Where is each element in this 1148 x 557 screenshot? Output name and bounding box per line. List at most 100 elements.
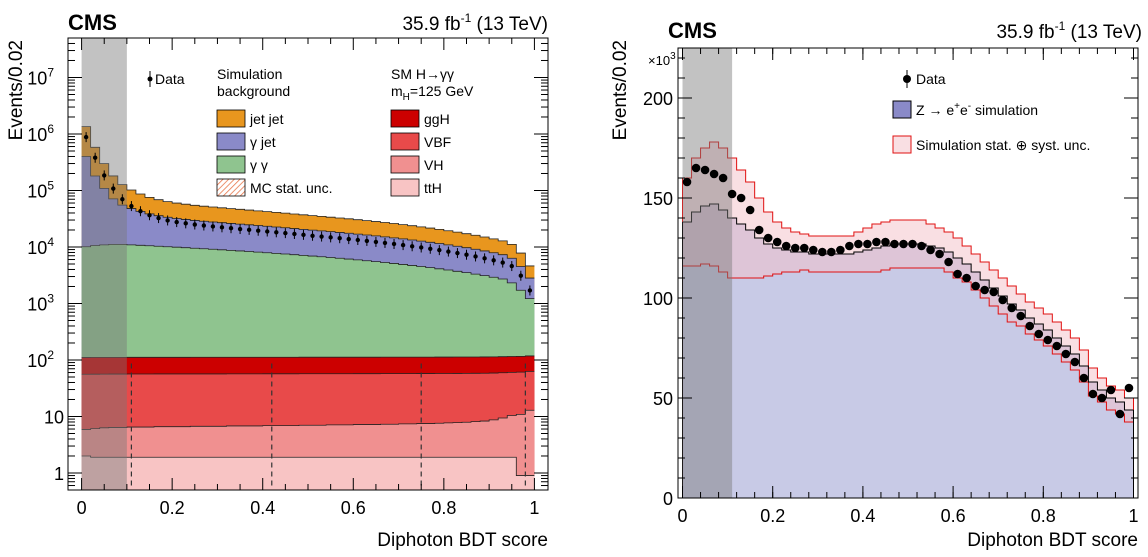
data-point (1052, 341, 1062, 351)
data-point (709, 169, 719, 179)
data-point (935, 249, 944, 259)
data-point (944, 257, 953, 267)
data-point (455, 250, 460, 256)
data-point (1007, 303, 1017, 313)
x-axis-title: Diphoton BDT score (967, 530, 1138, 551)
stack-edge-VBF (81, 370, 535, 375)
zee-simulation-line (682, 203, 1134, 411)
data-point (872, 237, 881, 247)
legend-swatch (216, 109, 246, 128)
y-axis-title: Events/0.02 (610, 40, 631, 140)
legend-swatch-uncertainty (892, 135, 912, 154)
data-point (1043, 335, 1053, 345)
legend-label: ggH (424, 111, 450, 127)
data-point (355, 237, 361, 243)
text-span: =125 GeV (410, 83, 474, 99)
y-tick-label: 107 (27, 65, 54, 88)
stack-edge-ggH (81, 355, 535, 358)
data-point (953, 269, 962, 279)
legend-label: ttH (424, 180, 442, 196)
legend-label: γ jet (250, 134, 276, 150)
data-point (1115, 409, 1125, 419)
legend-swatch (216, 132, 246, 151)
y-tick-label: 106 (27, 122, 54, 145)
data-point (845, 241, 854, 251)
text-span: ×10 (648, 53, 670, 68)
data-point (246, 227, 252, 233)
text-span: 4 (47, 235, 54, 249)
data-point (518, 273, 524, 278)
data-point (736, 193, 746, 203)
y-tick-label: 103 (27, 291, 54, 314)
text-span: 7 (47, 65, 54, 79)
text-span: 10 (27, 294, 47, 314)
legend-swatch (390, 109, 420, 128)
data-point (1025, 321, 1035, 331)
data-point (319, 234, 324, 239)
lumi-label: 35.9 fb-1 (13 TeV) (402, 11, 548, 35)
data-point (1016, 311, 1026, 321)
data-point (509, 263, 514, 269)
data-point (745, 205, 755, 215)
text-span: simulation (971, 102, 1038, 118)
x-axis-title: Diphoton BDT score (377, 530, 548, 551)
plot-frame (677, 47, 1139, 499)
y-tick-label: 100 (643, 289, 673, 309)
data-point (382, 240, 388, 246)
data-point (328, 235, 333, 240)
data-point (255, 228, 261, 233)
data-point (83, 134, 89, 140)
data-point (310, 233, 315, 238)
y-tick-label: 10 (44, 407, 64, 427)
data-point (183, 221, 188, 226)
data-point (818, 247, 827, 257)
text-span: Z → e (916, 102, 954, 118)
legend-swatch (216, 178, 246, 197)
text-span: 3 (47, 291, 54, 305)
data-point (827, 247, 836, 257)
y-tick-label: 102 (27, 348, 54, 371)
text-span: -1 (461, 11, 472, 25)
data-point (147, 213, 152, 218)
data-point (718, 173, 728, 183)
data-point (283, 230, 288, 236)
text-span: 35.9 fb (402, 14, 460, 35)
text-span: 6 (47, 122, 54, 136)
data-point (998, 295, 1008, 305)
text-span: 10 (27, 68, 47, 88)
y-tick-label: 50 (653, 389, 673, 409)
stack-edge-ttH (81, 455, 535, 476)
text-span: 10 (27, 181, 47, 201)
data-point (836, 245, 845, 255)
data-point (1124, 383, 1134, 393)
data-point (237, 226, 243, 232)
data-point (491, 258, 496, 263)
y-tick-label: 1 (54, 464, 64, 484)
text-span: 3 (670, 51, 676, 62)
data-point (174, 219, 179, 225)
y-tick-label: 200 (643, 89, 673, 109)
y-axis-title: Events/0.02 (6, 40, 27, 140)
x-tick-label: 1 (1128, 506, 1138, 526)
data-point (763, 233, 773, 243)
legend-swatch-simulation (892, 100, 912, 119)
data-point (1097, 393, 1107, 403)
data-point (373, 239, 379, 245)
legend-sig-mass: mH=125 GeV (391, 83, 474, 103)
data-point (111, 186, 116, 191)
data-point (790, 243, 800, 253)
text-span: 2 (47, 348, 54, 362)
data-point (274, 230, 279, 235)
text-span: 5 (47, 178, 54, 192)
legend-swatch (216, 155, 246, 174)
data-point (1070, 357, 1080, 367)
y-tick-label: 104 (27, 235, 54, 258)
data-point (400, 242, 406, 248)
data-point (917, 241, 926, 251)
data-point (754, 225, 764, 235)
stack-edge-VH (81, 409, 535, 430)
text-span: 10 (27, 238, 47, 258)
text-span: -1 (1055, 19, 1066, 33)
text-span: - (968, 101, 971, 112)
